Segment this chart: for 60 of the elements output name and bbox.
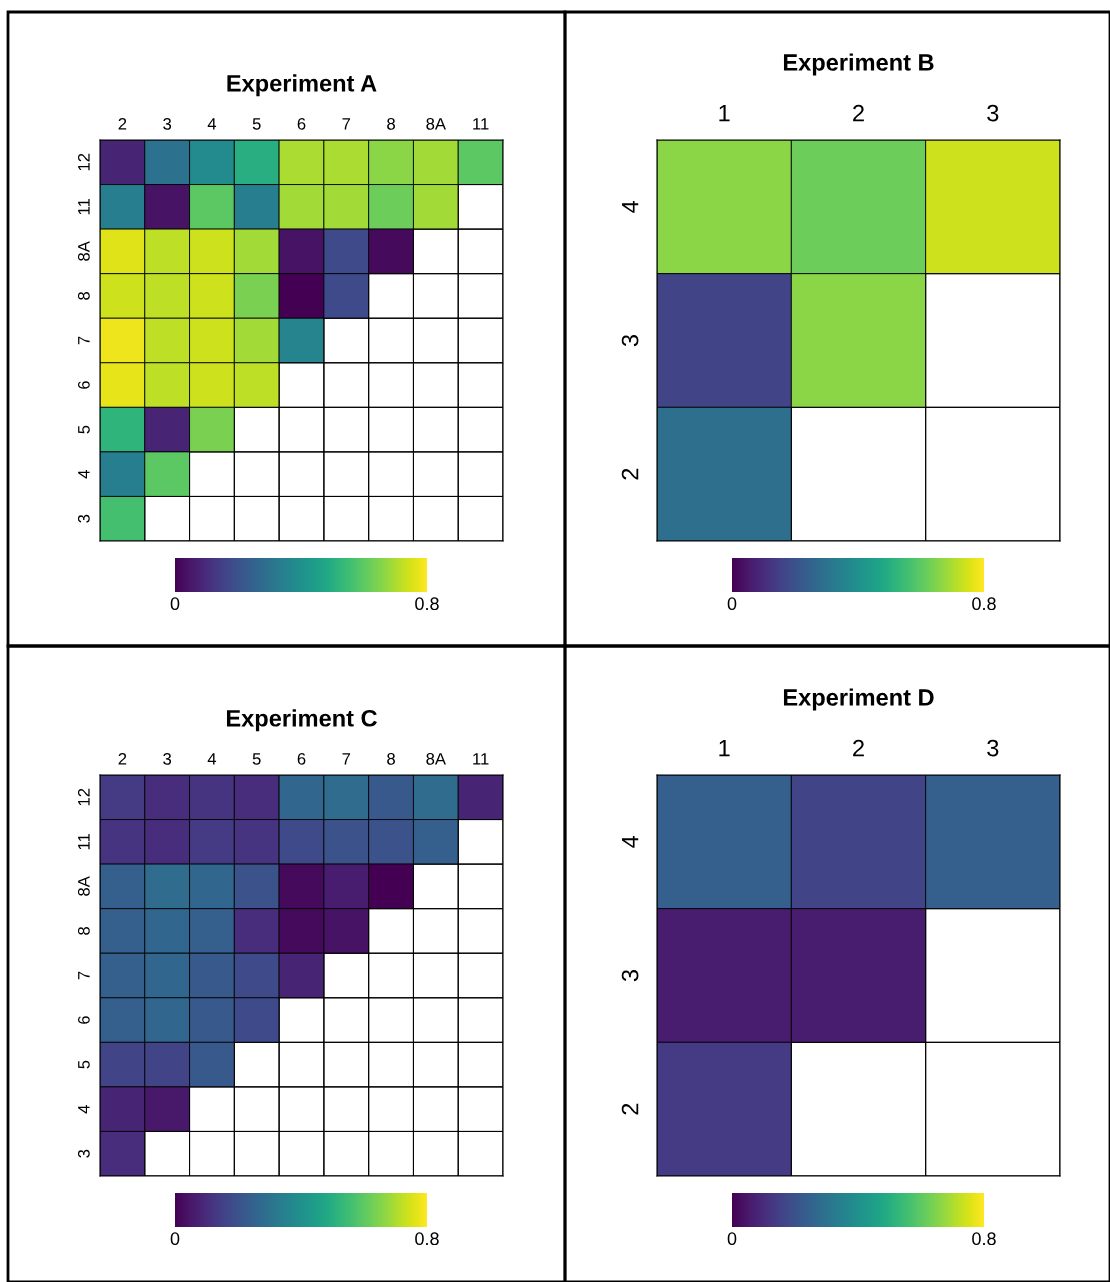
x-tick-label: 3: [987, 104, 999, 122]
x-tick-label: 3: [163, 117, 172, 130]
x-tick-label: 8A: [426, 117, 446, 130]
x-tick-label: 3: [987, 739, 999, 757]
y-tick-label: 3: [621, 969, 639, 982]
y-tick-label: 4: [621, 200, 639, 213]
y-tick-label: 3: [77, 1149, 90, 1158]
y-tick-label: 6: [77, 381, 90, 389]
y-tick-label: 3: [621, 334, 639, 347]
y-tick-label: 4: [78, 1105, 90, 1114]
y-tick-label: 8: [77, 927, 90, 935]
chart-title: Experiment D: [783, 688, 934, 711]
y-tick-label: 3: [77, 514, 90, 523]
y-tick-label: 5: [78, 1060, 90, 1069]
chart-title: Experiment B: [783, 53, 934, 76]
y-tick-label: 11: [78, 198, 90, 215]
y-tick-label: 6: [77, 1016, 90, 1024]
x-tick-label: 2: [118, 117, 127, 130]
x-tick-label: 6: [297, 117, 306, 130]
chart-title: Experiment A: [227, 74, 377, 97]
y-tick-label: 7: [78, 336, 90, 345]
y-tick-label: 8A: [77, 876, 90, 896]
x-tick-label: 8A: [426, 752, 446, 765]
x-tick-label: 2: [853, 104, 864, 122]
x-tick-label: 11: [473, 118, 489, 130]
y-tick-label: 12: [77, 788, 90, 806]
x-tick-label: 2: [853, 739, 864, 757]
y-tick-label: 4: [78, 470, 90, 479]
color-bar-label: 0.8: [415, 597, 439, 611]
x-tick-label: 2: [118, 752, 127, 765]
y-tick-label: 8: [77, 292, 90, 300]
chart-title: Experiment C: [226, 709, 377, 732]
color-bar-label: 0.8: [972, 1232, 996, 1246]
color-bar-label: 0.8: [972, 597, 996, 611]
y-tick-label: 7: [78, 971, 90, 980]
color-bar-label: 0: [170, 597, 180, 611]
x-tick-label: 1: [719, 104, 730, 122]
x-tick-label: 3: [163, 752, 172, 765]
color-bar-label: 0.8: [415, 1232, 439, 1246]
x-tick-label: 5: [252, 753, 261, 765]
x-tick-label: 4: [207, 118, 217, 130]
color-bar-label: 0: [727, 1232, 737, 1246]
x-tick-label: 8: [387, 752, 395, 765]
x-tick-label: 4: [207, 753, 217, 765]
x-tick-label: 7: [342, 118, 351, 130]
x-tick-label: 8: [387, 117, 395, 130]
y-tick-label: 12: [77, 153, 90, 171]
x-tick-label: 5: [252, 118, 261, 130]
y-tick-label: 4: [621, 835, 639, 848]
x-tick-label: 11: [473, 753, 489, 765]
y-tick-label: 5: [78, 425, 90, 434]
x-tick-label: 6: [297, 752, 306, 765]
y-tick-label: 2: [621, 468, 639, 480]
y-tick-label: 11: [78, 833, 90, 850]
y-tick-label: 2: [621, 1103, 639, 1115]
y-tick-label: 8A: [77, 241, 90, 261]
color-bar-label: 0: [727, 597, 737, 611]
x-tick-label: 7: [342, 753, 351, 765]
x-tick-label: 1: [719, 739, 730, 757]
color-bar-label: 0: [170, 1232, 180, 1246]
